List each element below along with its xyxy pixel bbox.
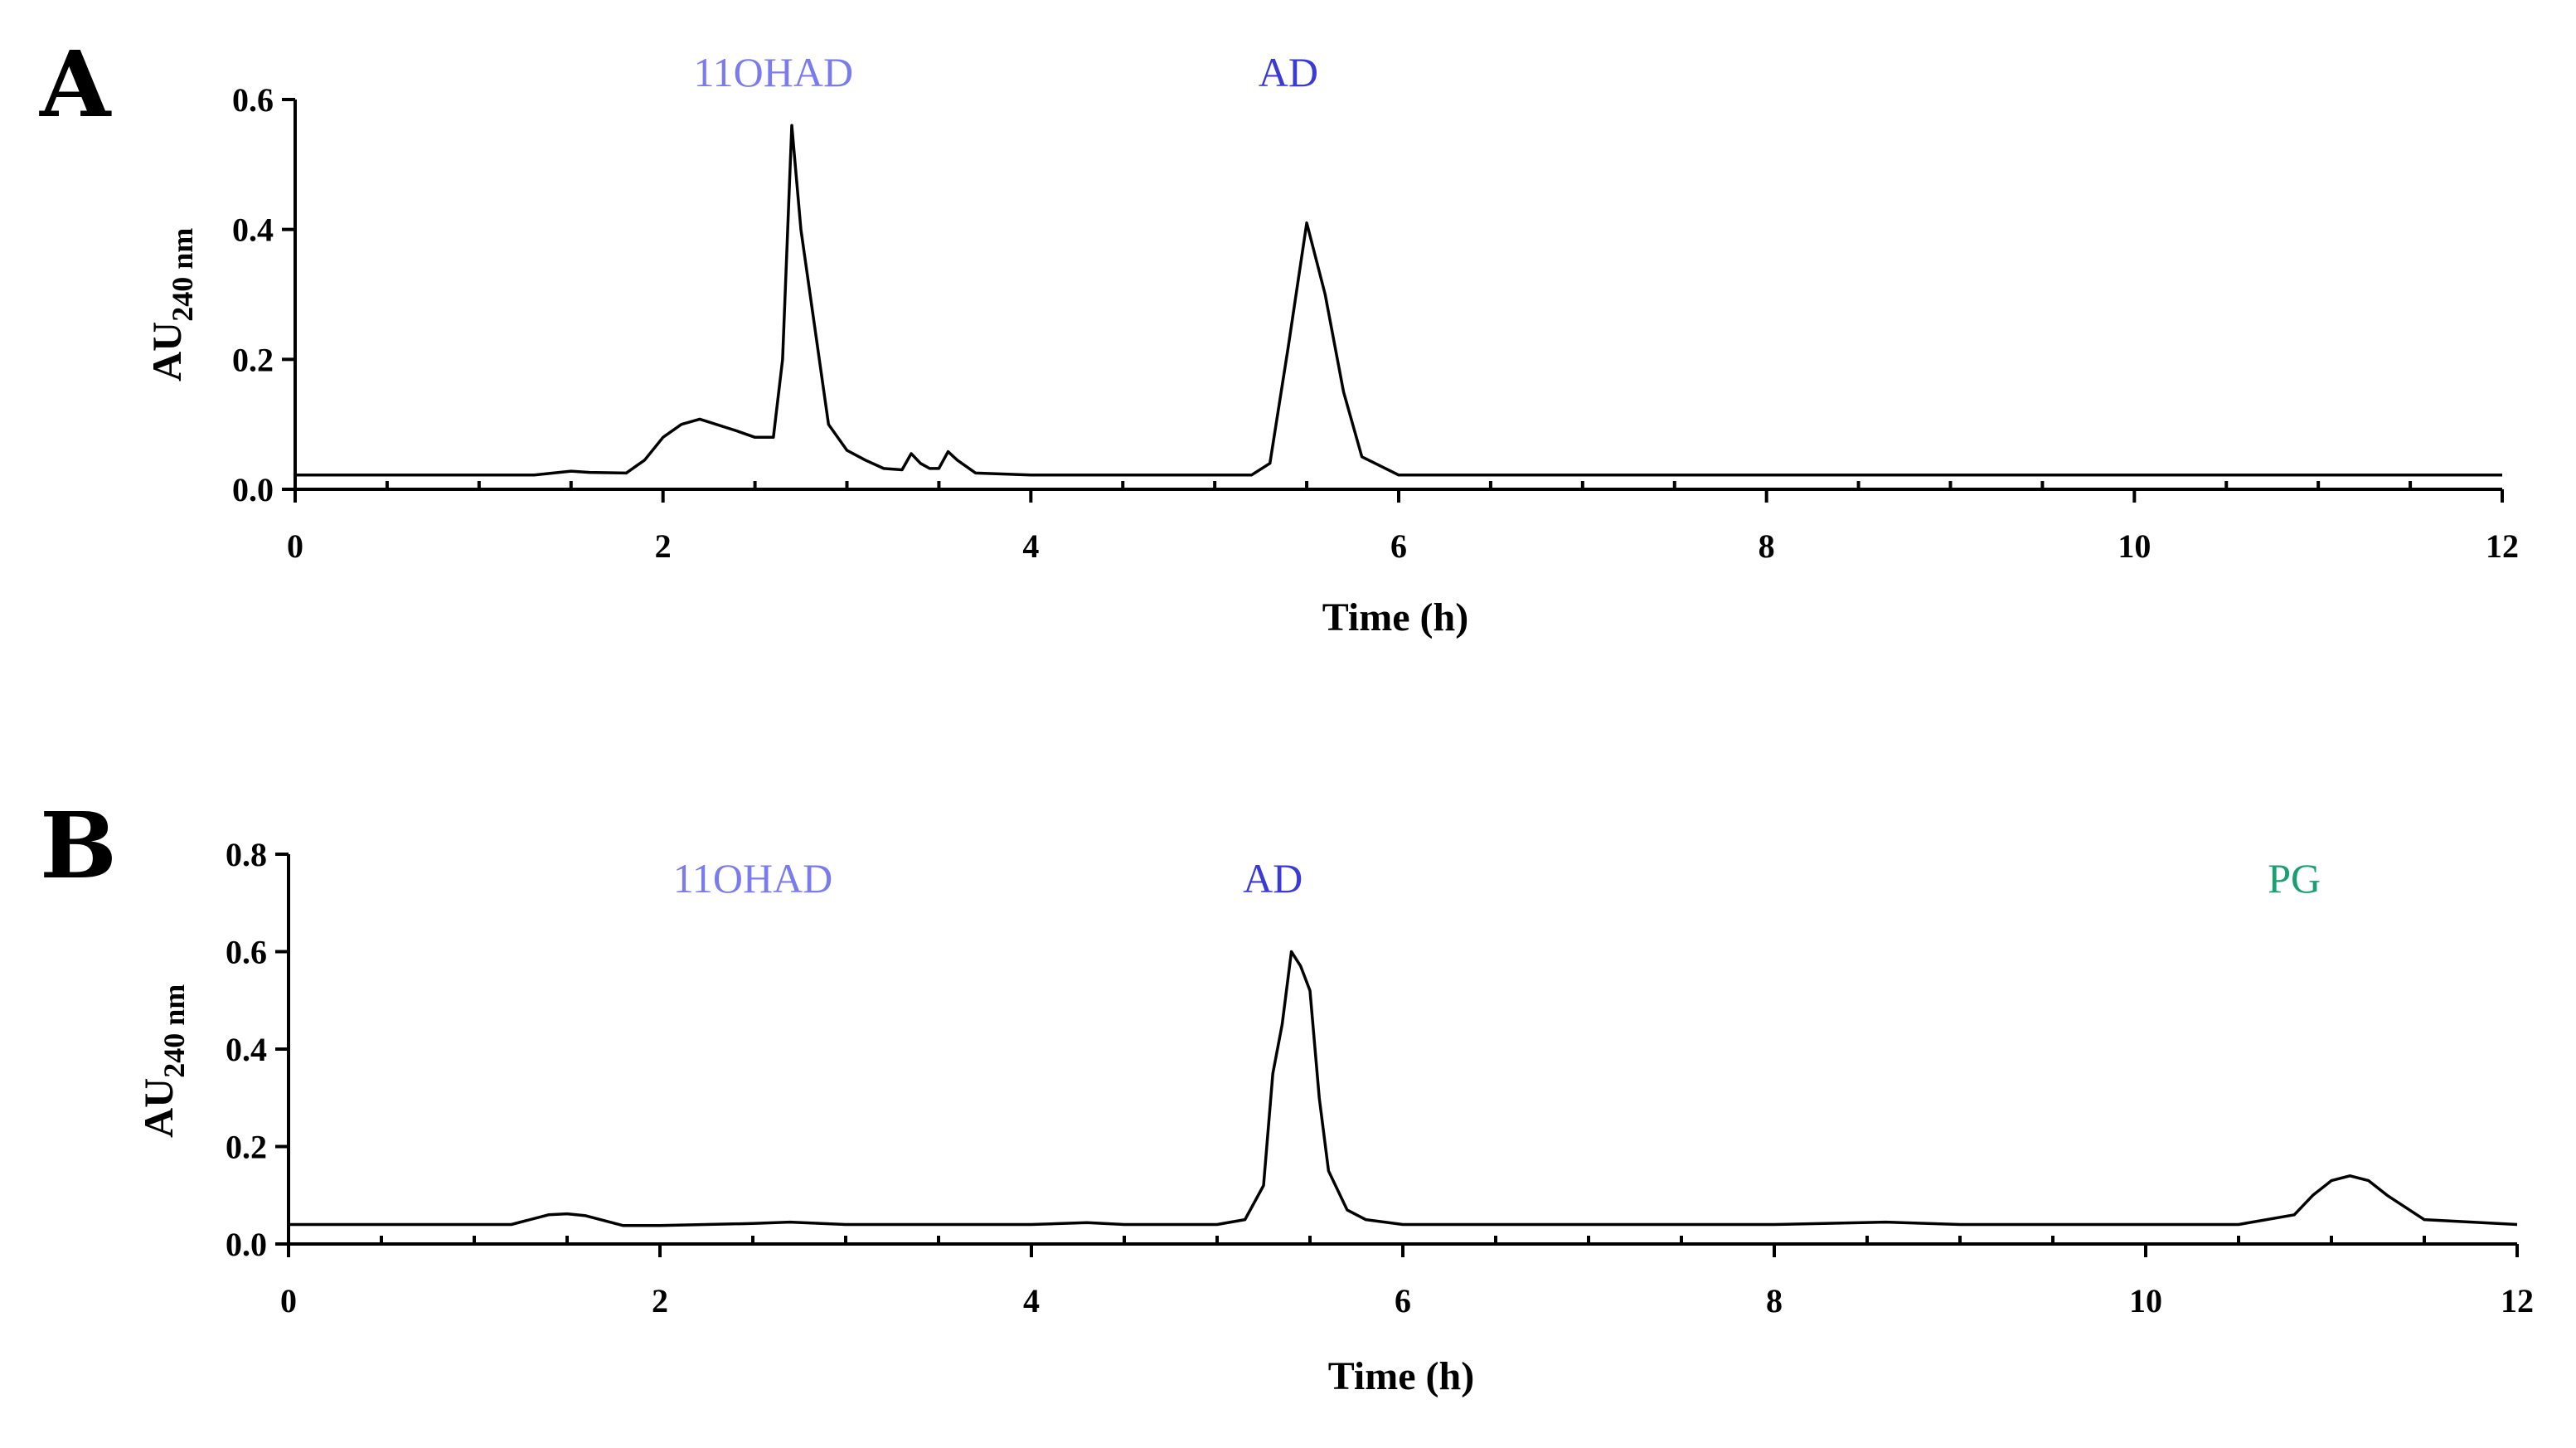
panel-a-peak-label: 11OHAD bbox=[693, 49, 853, 95]
panel-b-letter: B bbox=[40, 792, 117, 899]
panel-b-peak-label: AD bbox=[1243, 855, 1303, 901]
panel-a-ylabel-subscript: 240 nm bbox=[166, 228, 199, 322]
panel-a-x-tick-label: 10 bbox=[2118, 527, 2151, 565]
panel-a-y-axis-title: AU240 nm bbox=[143, 228, 199, 381]
panel-b-y-tick-label: 0.2 bbox=[226, 1129, 267, 1166]
panel-b-x-tick-label: 0 bbox=[280, 1282, 297, 1319]
panel-a-axes bbox=[282, 98, 2504, 503]
panel-b-chromatogram-line bbox=[289, 950, 2518, 1227]
panel-b-y-tick-label: 0.6 bbox=[226, 934, 267, 971]
panel-b-x-tick-label: 8 bbox=[1766, 1282, 1783, 1319]
panel-b-x-tick-label: 6 bbox=[1395, 1282, 1411, 1319]
panel-a-x-tick-label: 6 bbox=[1390, 527, 1407, 565]
panel-a-y-tick-label: 0.2 bbox=[232, 341, 274, 378]
panel-a-xlabel: Time (h) bbox=[1322, 595, 1468, 639]
panel-b-y-tick-label: 0.8 bbox=[226, 836, 267, 873]
panel-a-y-tick-label: 0.4 bbox=[232, 211, 274, 249]
panel-a-x-tick-label: 4 bbox=[1022, 527, 1039, 565]
panel-a-x-tick-label: 0 bbox=[287, 527, 303, 565]
panel-a: A AU240 nm 0 2 4 6 8 10 12 0.0 0.2 0.4 0.6 11OHAD A… bbox=[39, 31, 2519, 639]
panel-a-ylabel: AU bbox=[143, 322, 190, 381]
panel-b-y-tick-label: 0.0 bbox=[226, 1226, 267, 1263]
panel-b-peak-label: PG bbox=[2268, 855, 2321, 901]
panel-a-y-tick-label: 0.6 bbox=[232, 81, 274, 119]
panel-a-peak-label: AD bbox=[1259, 49, 1318, 95]
panel-b-axes bbox=[275, 853, 2519, 1257]
panel-a-x-tick-label: 8 bbox=[1759, 527, 1775, 565]
panel-a-y-tick-label: 0.0 bbox=[232, 471, 274, 508]
panel-a-chromatogram-line bbox=[295, 124, 2502, 477]
panel-a-annotations: 11OHAD AD bbox=[693, 49, 1318, 95]
svg-text:AU240 nm: AU240 nm bbox=[143, 228, 199, 381]
panel-b-tick-labels: 0 2 4 6 8 10 12 0.0 0.2 0.4 0.6 0.8 bbox=[226, 836, 2534, 1319]
panel-a-tick-labels: 0 2 4 6 8 10 12 0.0 0.2 0.4 0.6 bbox=[232, 81, 2519, 565]
panel-b-y-tick-label: 0.4 bbox=[226, 1031, 267, 1068]
panel-b-ylabel-subscript: 240 nm bbox=[158, 984, 191, 1078]
panel-b-x-tick-label: 2 bbox=[652, 1282, 668, 1319]
panel-b-x-tick-label: 10 bbox=[2129, 1282, 2162, 1319]
panel-b-xlabel: Time (h) bbox=[1328, 1354, 1474, 1398]
panel-a-x-tick-label: 12 bbox=[2486, 527, 2519, 565]
panel-b-y-axis-title: AU240 nm bbox=[135, 984, 191, 1138]
panel-b-peak-label: 11OHAD bbox=[673, 855, 833, 901]
panel-b-x-tick-label: 4 bbox=[1023, 1282, 1040, 1319]
svg-text:AU240 nm: AU240 nm bbox=[135, 984, 191, 1138]
panel-b: B AU240 nm 0 2 4 6 8 10 12 0.0 0.2 0.4 0.6 0.8 11OH… bbox=[40, 792, 2534, 1398]
panel-a-x-tick-label: 2 bbox=[655, 527, 672, 565]
panel-b-annotations: 11OHAD AD PG bbox=[673, 855, 2321, 901]
panel-a-letter: A bbox=[39, 31, 112, 138]
panel-b-x-tick-label: 12 bbox=[2501, 1282, 2534, 1319]
panel-b-ylabel: AU bbox=[135, 1078, 182, 1138]
